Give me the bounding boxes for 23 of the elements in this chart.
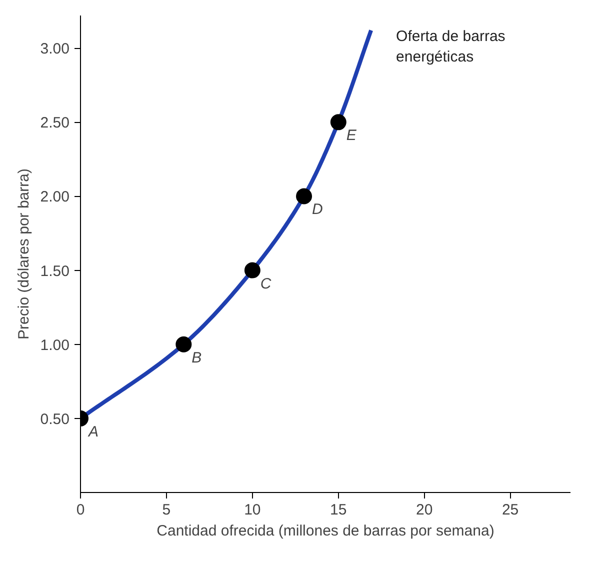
annotation: A	[88, 423, 99, 440]
x-tick-label: 25	[502, 502, 519, 518]
annotation: E	[346, 127, 358, 144]
y-axis-title: Precio (dólares por barra)	[15, 168, 32, 340]
x-tick-label: 10	[244, 502, 261, 518]
x-tick-label: 0	[76, 502, 85, 518]
y-tick-label: 1.50	[40, 262, 70, 280]
y-tick-label: 1.00	[40, 336, 70, 354]
y-tick-label: 0.50	[40, 410, 70, 428]
series-label: Oferta de barras energéticas	[396, 28, 506, 66]
point	[296, 188, 312, 204]
annotation: D	[312, 201, 324, 218]
y-tick-label: 2.00	[40, 188, 70, 206]
annotation: B	[192, 349, 202, 366]
x-tick-label: 20	[416, 502, 433, 518]
y-tick-label: 3.00	[40, 40, 70, 58]
point	[330, 114, 346, 130]
point	[244, 262, 260, 278]
y-tick-label: 2.50	[40, 114, 70, 132]
x-axis-title: Cantidad ofrecida (millones de barras por semana)	[156, 522, 494, 540]
x-tick-label: 5	[162, 502, 171, 518]
annotation: C	[260, 275, 272, 292]
x-tick-label: 15	[330, 502, 347, 518]
